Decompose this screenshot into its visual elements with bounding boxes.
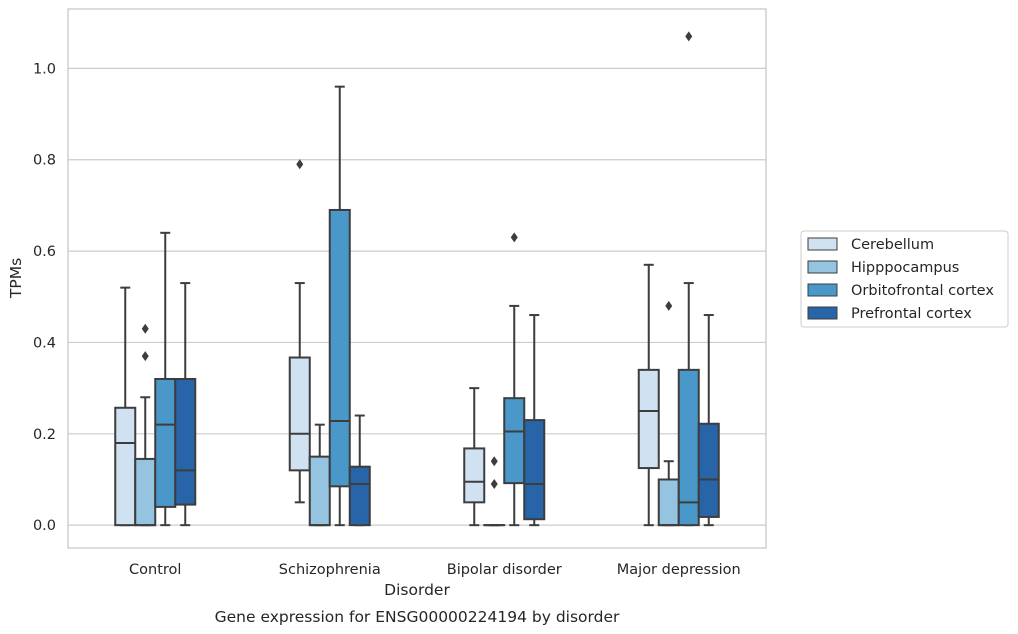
box-prefrontal-cortex bbox=[174, 282, 197, 527]
y-tick-label: 0.6 bbox=[33, 244, 56, 260]
box-cerebellum bbox=[463, 387, 486, 527]
legend-items: Cerebellum Hipppocampus Orbitofrontal cort… bbox=[807, 237, 994, 322]
outlier-point bbox=[490, 456, 498, 467]
box-prefrontal-cortex bbox=[697, 314, 720, 527]
box-orbitofrontal-cortex bbox=[677, 31, 700, 527]
box-body bbox=[154, 377, 177, 508]
box-body bbox=[114, 406, 137, 527]
box-prefrontal-cortex bbox=[348, 414, 371, 527]
y-tick-label: 0.8 bbox=[33, 153, 56, 169]
legend-swatch bbox=[807, 237, 838, 251]
legend-swatch bbox=[807, 260, 838, 274]
box-body bbox=[657, 478, 680, 527]
box-body bbox=[328, 208, 351, 488]
box-cerebellum bbox=[637, 263, 660, 527]
x-tick-label: Bipolar disorder bbox=[447, 562, 562, 578]
box-body bbox=[308, 455, 331, 527]
box-cerebellum bbox=[288, 159, 311, 504]
y-tick-label: 1.0 bbox=[33, 61, 56, 77]
box-plot-marks bbox=[114, 31, 720, 527]
box-orbitofrontal-cortex bbox=[328, 85, 351, 527]
box-body bbox=[637, 368, 660, 470]
legend-label: Prefrontal cortex bbox=[851, 306, 972, 322]
box-body bbox=[134, 457, 157, 527]
plot-frame bbox=[67, 8, 767, 549]
legend-swatch bbox=[807, 306, 838, 320]
y-axis-tick-labels: 0.0 0.2 0.4 0.6 0.8 1.0 bbox=[33, 61, 56, 534]
box-hipppocampus bbox=[134, 323, 157, 527]
box-prefrontal-cortex bbox=[523, 314, 546, 527]
outlier-point bbox=[490, 479, 498, 490]
legend-frame bbox=[800, 230, 1009, 328]
box-cerebellum bbox=[114, 286, 137, 527]
x-axis-title: Disorder bbox=[384, 581, 450, 599]
y-tick-label: 0.0 bbox=[33, 518, 56, 534]
box-orbitofrontal-cortex bbox=[503, 232, 526, 527]
box-body bbox=[697, 422, 720, 518]
legend-label: Cerebellum bbox=[851, 237, 934, 253]
box-hipppocampus bbox=[483, 456, 506, 527]
legend-swatch bbox=[807, 283, 838, 297]
box-body bbox=[503, 397, 526, 485]
chart-caption: Gene expression for ENSG00000224194 by d… bbox=[215, 608, 620, 626]
box-body bbox=[523, 419, 546, 521]
x-tick-label: Schizophrenia bbox=[279, 562, 381, 578]
box-hipppocampus bbox=[657, 300, 680, 527]
box-orbitofrontal-cortex bbox=[154, 231, 177, 527]
box-hipppocampus bbox=[308, 423, 331, 527]
outlier-point bbox=[665, 300, 673, 311]
x-tick-label: Control bbox=[129, 562, 181, 578]
outlier-point bbox=[685, 31, 693, 42]
outlier-point bbox=[510, 232, 518, 243]
box-body bbox=[288, 356, 311, 472]
y-tick-label: 0.2 bbox=[33, 427, 56, 443]
y-axis-title: TPMs bbox=[7, 258, 25, 299]
legend-label: Hipppocampus bbox=[851, 260, 959, 276]
y-tick-label: 0.4 bbox=[33, 335, 56, 351]
legend-label: Orbitofrontal cortex bbox=[851, 283, 994, 299]
x-tick-label: Major depression bbox=[617, 562, 741, 578]
box-body bbox=[463, 447, 486, 504]
legend: Cerebellum Hipppocampus Orbitofrontal cort… bbox=[800, 230, 1009, 328]
outlier-point bbox=[141, 351, 149, 362]
box-body bbox=[348, 465, 371, 527]
box-body bbox=[174, 377, 197, 506]
outlier-point bbox=[296, 159, 304, 170]
outlier-point bbox=[141, 323, 149, 334]
x-axis-tick-labels: Control Schizophrenia Bipolar disorder Majo… bbox=[129, 562, 741, 578]
